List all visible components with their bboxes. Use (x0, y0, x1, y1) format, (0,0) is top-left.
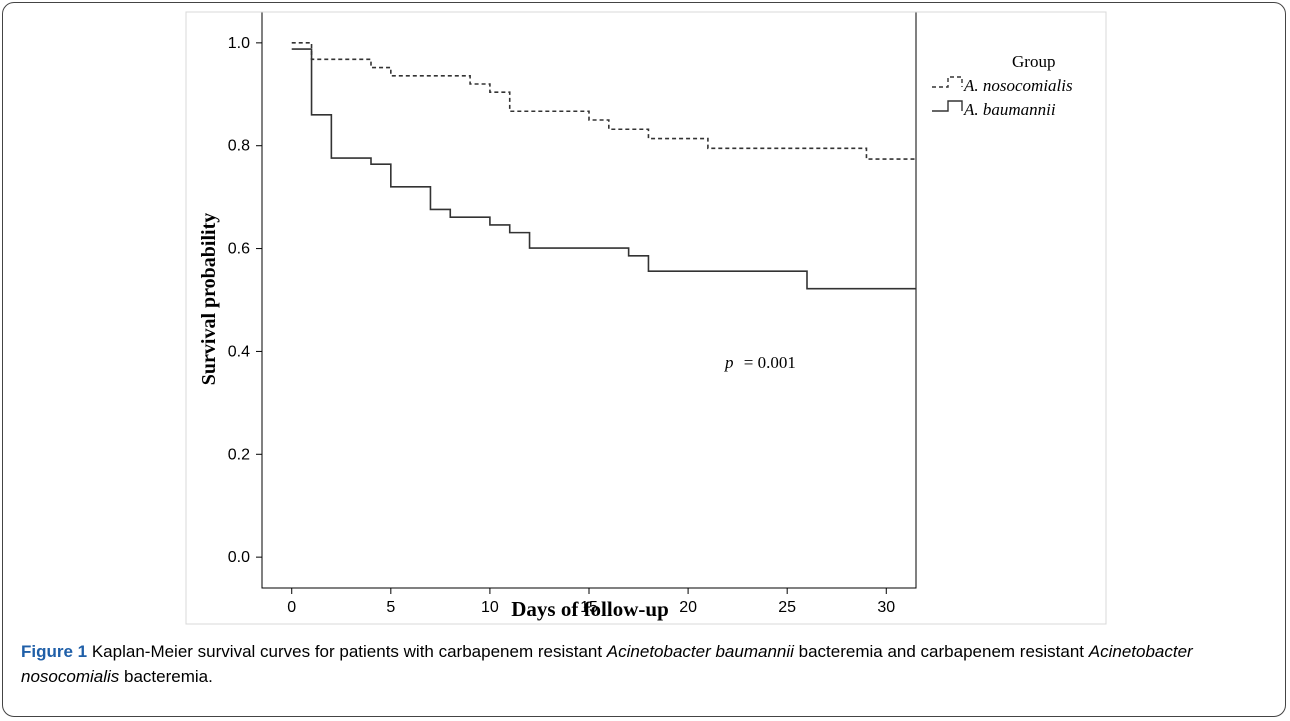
caption-italic-2: Acinetobacter nosocomialis (21, 642, 1193, 686)
x-tick-label: 10 (481, 599, 499, 616)
caption-text-2: bacteremia and carbapenem resistant (793, 642, 1089, 661)
outer-chart-border (185, 11, 1107, 625)
y-tick-label: 0.6 (228, 241, 250, 258)
y-tick-label: 0.4 (228, 343, 250, 360)
x-axis-title: Days of follow-up (511, 597, 669, 621)
y-tick-label: 1.0 (228, 35, 250, 52)
y-tick-label: 0.2 (228, 446, 250, 463)
legend-entry-nosocomialis: A. nosocomialis (963, 76, 1073, 95)
legend-swatch-baumannii (932, 100, 963, 112)
legend-title: Group (1012, 52, 1055, 71)
p-symbol: p (724, 353, 734, 372)
legend-swatch-nosocomialis (932, 76, 963, 88)
legend: Group A. nosocomialis A. baumannii (932, 52, 1073, 119)
y-axis-title: Survival probability (198, 213, 220, 385)
survival-curve-baumannii (291, 48, 916, 290)
p-value-annotation: p = 0.001 (724, 353, 796, 372)
x-tick-label: 20 (679, 599, 697, 616)
legend-entry-baumannii: A. baumannii (963, 100, 1056, 119)
caption-italic-1: Acinetobacter baumannii (606, 642, 794, 661)
plot-area (261, 11, 917, 589)
x-tick-label: 0 (287, 599, 296, 616)
caption-label: Figure 1 (21, 642, 88, 661)
p-value: = 0.001 (744, 353, 796, 372)
caption-text-1: Kaplan-Meier survival curves for patient… (87, 642, 607, 661)
x-tick-label: 30 (877, 599, 895, 616)
y-tick-label: 0.0 (228, 549, 250, 566)
x-tick-label: 15 (580, 599, 598, 616)
caption-text-3: bacteremia. (119, 667, 213, 686)
survival-curve-nosocomialis (291, 42, 916, 160)
figure-caption: Figure 1 Kaplan-Meier survival curves fo… (21, 639, 1271, 689)
y-tick-label: 0.8 (228, 138, 250, 155)
x-tick-label: 5 (386, 599, 395, 616)
x-tick-label: 25 (778, 599, 796, 616)
chart-svg: 0.0 0.2 0.4 0.6 0.8 1.0 0 5 10 15 20 25 30 Survival… (185, 11, 1107, 625)
